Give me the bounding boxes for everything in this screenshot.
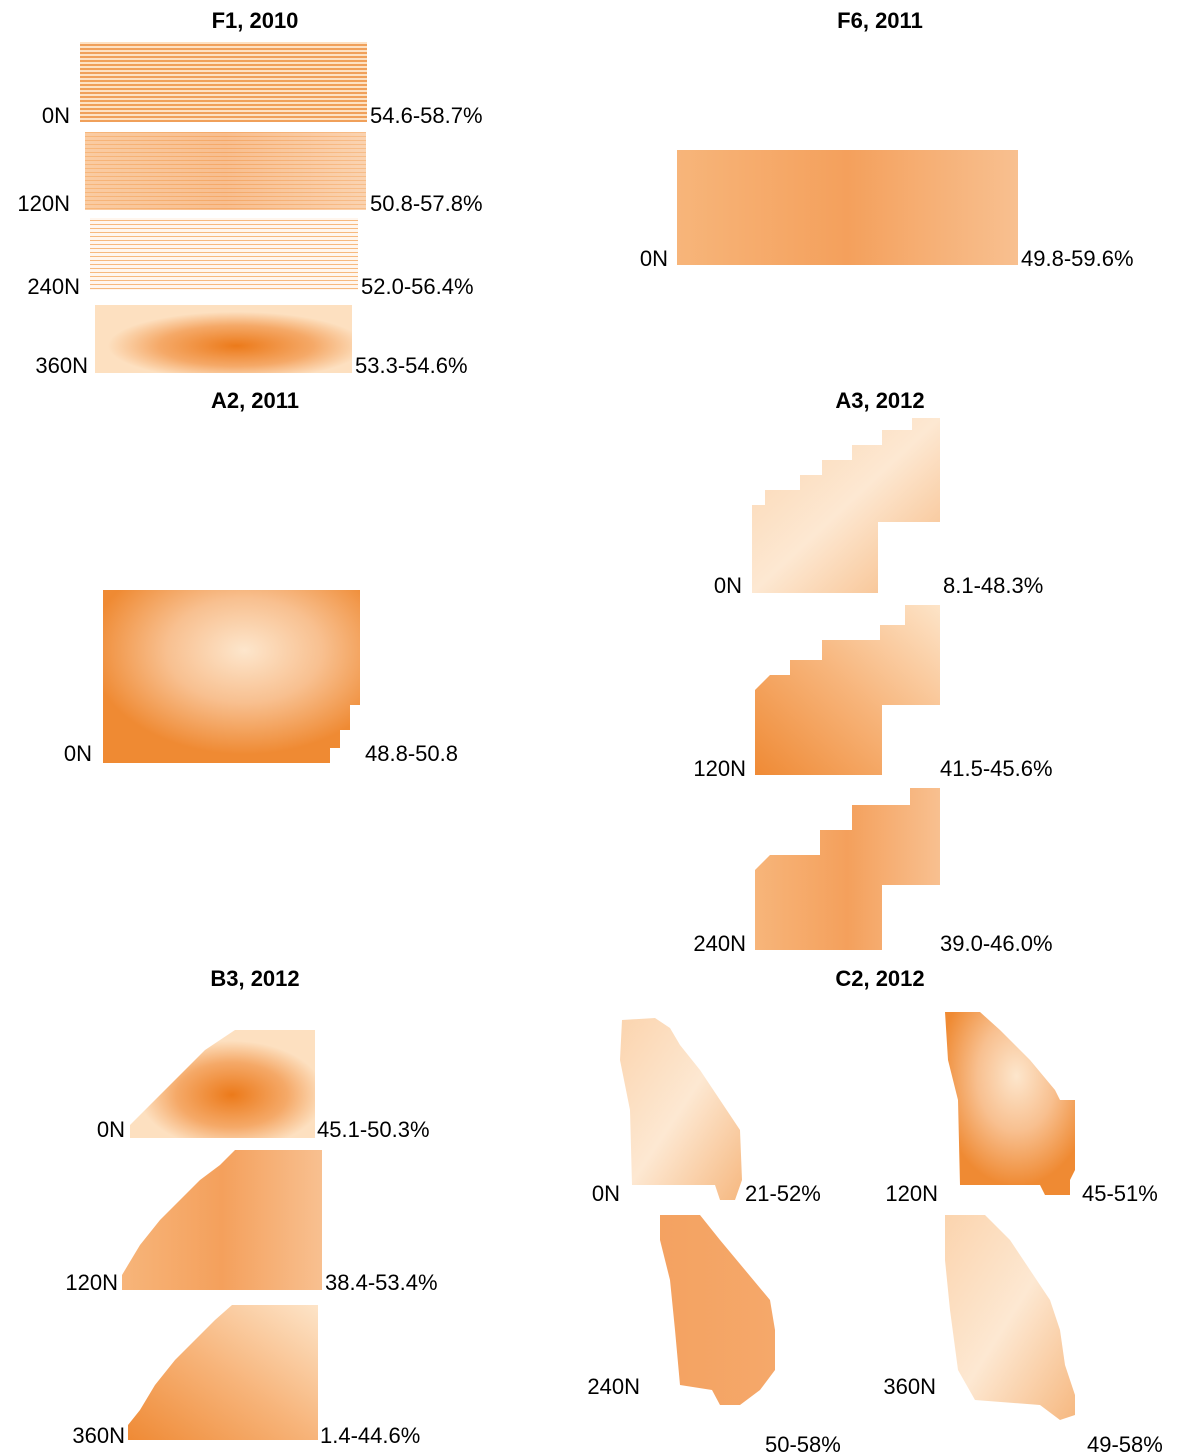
panel-title: B3, 2012	[210, 966, 299, 991]
panel-title: F6, 2011	[837, 8, 923, 33]
map-label: 120N	[65, 1270, 118, 1295]
map	[130, 1030, 315, 1138]
map-label: 360N	[883, 1374, 936, 1399]
map	[752, 418, 940, 593]
map	[945, 1012, 1075, 1195]
panel-title: F1, 2010	[212, 8, 299, 33]
map-label: 360N	[72, 1423, 125, 1448]
map-range: 8.1-48.3%	[943, 573, 1043, 598]
map-range: 41.5-45.6%	[940, 756, 1053, 781]
map-range: 49.8-59.6%	[1021, 246, 1134, 271]
map-range: 52.0-56.4%	[361, 274, 474, 299]
map-label: 240N	[693, 931, 746, 956]
map-label: 240N	[587, 1374, 640, 1399]
map-label: 0N	[42, 103, 70, 128]
map-range: 50.8-57.8%	[370, 191, 483, 216]
map	[620, 1018, 742, 1200]
panel-title: A3, 2012	[835, 388, 924, 413]
map	[945, 1215, 1075, 1420]
map-range: 39.0-46.0%	[940, 931, 1053, 956]
map	[677, 150, 1018, 265]
map-label: 240N	[27, 274, 80, 299]
map-label: 120N	[885, 1181, 938, 1206]
map-range: 54.6-58.7%	[370, 103, 483, 128]
map-label: 0N	[64, 741, 92, 766]
map	[90, 218, 358, 290]
map-label: 0N	[640, 246, 668, 271]
panel-title: A2, 2011	[211, 388, 299, 413]
map-range: 45.1-50.3%	[317, 1117, 430, 1142]
map-label: 0N	[592, 1181, 620, 1206]
map	[128, 1305, 318, 1440]
map	[80, 42, 367, 122]
map-label: 0N	[97, 1117, 125, 1142]
map-label: 120N	[17, 191, 70, 216]
map-range: 50-58%	[765, 1432, 841, 1454]
panel-title: C2, 2012	[835, 966, 924, 991]
map-range: 45-51%	[1082, 1181, 1158, 1206]
map-label: 0N	[714, 573, 742, 598]
map	[122, 1150, 322, 1290]
map-label: 120N	[693, 756, 746, 781]
map	[85, 132, 366, 210]
map-range: 38.4-53.4%	[325, 1270, 438, 1295]
map-label: 360N	[35, 353, 88, 378]
map-range: 49-58%	[1087, 1432, 1163, 1454]
map-range: 48.8-50.8	[365, 741, 458, 766]
map-range: 21-52%	[745, 1181, 821, 1206]
map-range: 1.4-44.6%	[320, 1423, 420, 1448]
map-range: 53.3-54.6%	[355, 353, 468, 378]
map	[755, 788, 940, 950]
maps	[80, 42, 1075, 1440]
map	[95, 305, 352, 373]
map	[103, 590, 360, 763]
map	[660, 1215, 775, 1405]
map	[755, 605, 940, 775]
